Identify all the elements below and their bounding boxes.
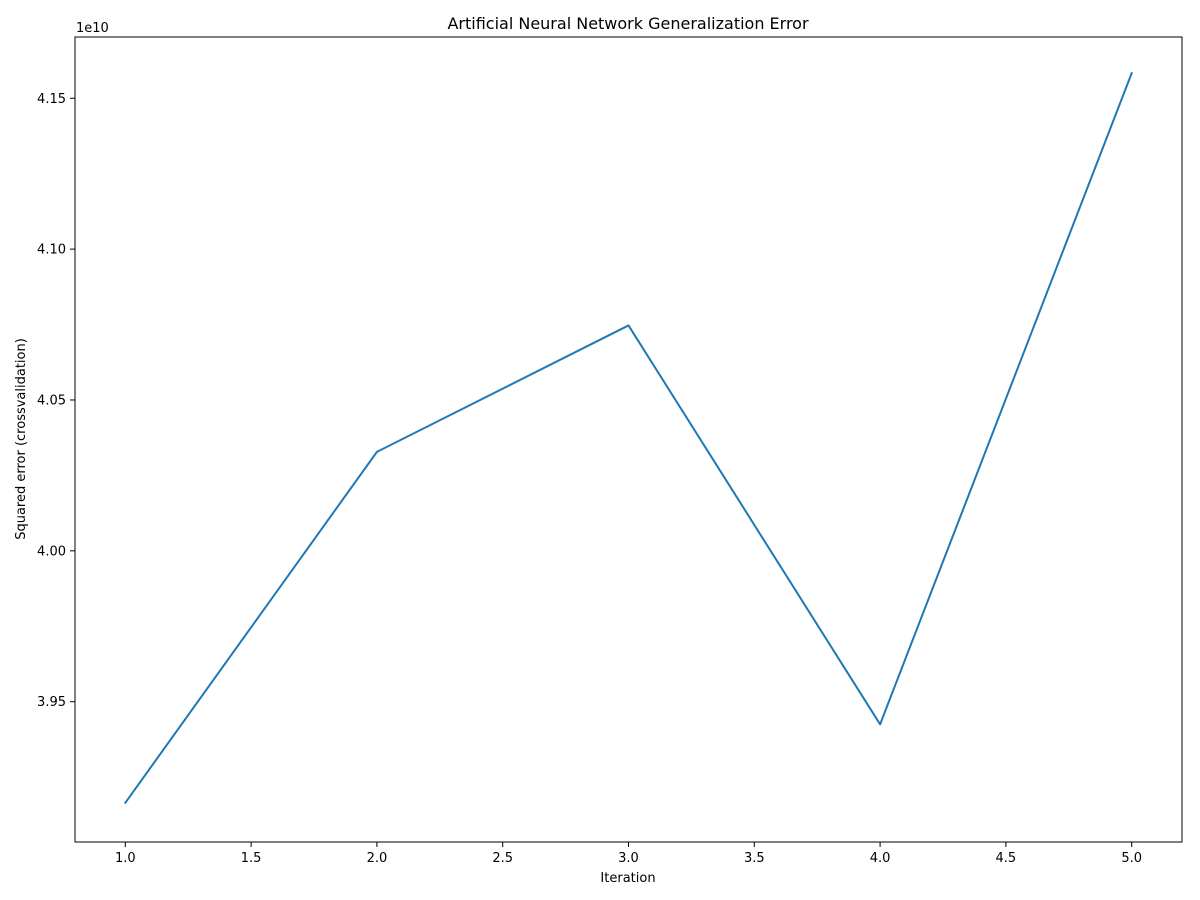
- plot-area: 1.0 1.5 2.0 2.5 3.0 3.5 4.0 4.5 5.0 3.95 4.00 4.05…: [37, 36, 1183, 866]
- x-tick-label: 5.0: [1121, 851, 1142, 866]
- y-tick-label: 4.00: [37, 544, 66, 559]
- x-tick-label: 3.0: [618, 851, 639, 866]
- x-axis: 1.0 1.5 2.0 2.5 3.0 3.5 4.0 4.5 5.0: [115, 842, 1142, 866]
- y-tick-label: 3.95: [37, 695, 66, 710]
- series-line: [123, 71, 1133, 805]
- x-tick-label: 2.5: [492, 851, 513, 866]
- x-tick-label: 2.0: [367, 851, 388, 866]
- y-tick-label: 4.10: [37, 243, 66, 258]
- series-layer: [123, 71, 1133, 805]
- plot-frame: [74, 36, 1183, 843]
- x-axis-label: Iteration: [600, 871, 655, 886]
- x-tick-label: 3.5: [744, 851, 765, 866]
- y-axis: 3.95 4.00 4.05 4.10 4.15: [37, 92, 75, 710]
- chart-title: Artificial Neural Network Generalization…: [447, 14, 809, 33]
- x-tick-label: 4.5: [996, 851, 1017, 866]
- y-offset-label: 1e10: [76, 21, 109, 36]
- x-tick-label: 1.5: [241, 851, 262, 866]
- y-tick-label: 4.05: [37, 393, 66, 408]
- y-axis-label: Squared error (crossvalidation): [14, 338, 29, 540]
- y-tick-label: 4.15: [37, 92, 66, 107]
- x-tick-label: 4.0: [870, 851, 891, 866]
- x-tick-label: 1.0: [115, 851, 136, 866]
